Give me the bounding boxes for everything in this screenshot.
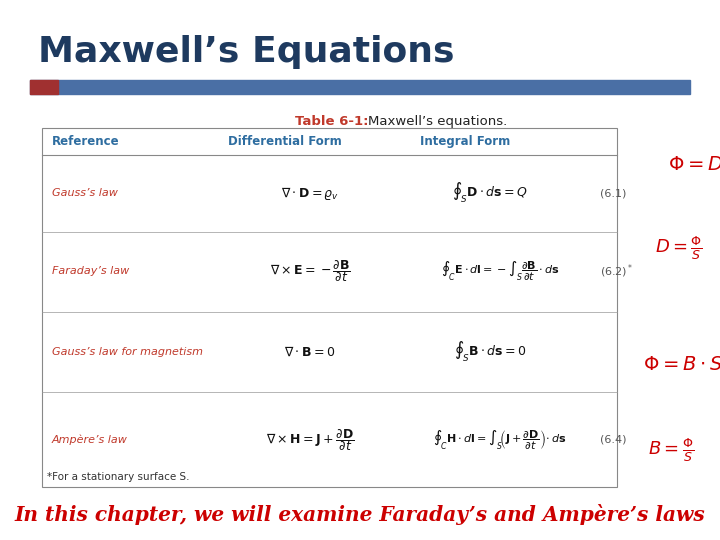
Text: Maxwell’s Equations: Maxwell’s Equations (38, 35, 454, 69)
Text: $\nabla \times \mathbf{H} = \mathbf{J} + \dfrac{\partial \mathbf{D}}{\partial t}: $\nabla \times \mathbf{H} = \mathbf{J} +… (266, 427, 354, 453)
Text: Ampère’s law: Ampère’s law (52, 435, 128, 446)
Text: $\oint_S \mathbf{D} \cdot d\mathbf{s} = Q$: $\oint_S \mathbf{D} \cdot d\mathbf{s} = … (452, 180, 528, 205)
Text: (6.1): (6.1) (600, 188, 626, 198)
Text: $\mathit{D = \frac{\Phi}{S}}$: $\mathit{D = \frac{\Phi}{S}}$ (655, 234, 703, 262)
Text: *For a stationary surface S.: *For a stationary surface S. (47, 472, 189, 482)
Text: $\mathit{B = \frac{\Phi}{S}}$: $\mathit{B = \frac{\Phi}{S}}$ (648, 436, 694, 464)
Text: Maxwell’s equations.: Maxwell’s equations. (368, 115, 508, 128)
Text: $\mathit{\Phi = D \cdot S}$: $\mathit{\Phi = D \cdot S}$ (668, 156, 720, 174)
Bar (42, 128, 617, 487)
Text: In this chapter, we will examine Faraday’s and Ampère’s laws: In this chapter, we will examine Faraday… (14, 504, 706, 525)
Text: $\nabla \cdot \mathbf{D} = \varrho_v$: $\nabla \cdot \mathbf{D} = \varrho_v$ (281, 185, 339, 201)
Text: $\oint_S \mathbf{B} \cdot d\mathbf{s} = 0$: $\oint_S \mathbf{B} \cdot d\mathbf{s} = … (454, 340, 526, 365)
Bar (30, 80, 690, 94)
Text: Faraday’s law: Faraday’s law (52, 266, 130, 276)
Text: $\oint_C \mathbf{H} \cdot d\mathbf{l} = \int_S \!\left(\mathbf{J} + \dfrac{\part: $\oint_C \mathbf{H} \cdot d\mathbf{l} = … (433, 428, 567, 452)
Text: (6.4): (6.4) (600, 435, 626, 445)
Text: Table 6-1:: Table 6-1: (295, 115, 369, 128)
Text: Differential Form: Differential Form (228, 135, 342, 148)
Text: Gauss’s law: Gauss’s law (52, 188, 118, 198)
Text: Reference: Reference (52, 135, 120, 148)
Text: $\nabla \cdot \mathbf{B} = 0$: $\nabla \cdot \mathbf{B} = 0$ (284, 345, 336, 359)
Bar (30, 80, 58, 94)
Text: $(6.2)^*$: $(6.2)^*$ (600, 262, 633, 280)
Text: $\mathit{\Phi = B \cdot S}$: $\mathit{\Phi = B \cdot S}$ (643, 355, 720, 375)
Text: Gauss’s law for magnetism: Gauss’s law for magnetism (52, 347, 203, 357)
Text: $\nabla \times \mathbf{E} = -\dfrac{\partial \mathbf{B}}{\partial t}$: $\nabla \times \mathbf{E} = -\dfrac{\par… (269, 258, 351, 284)
Text: Integral Form: Integral Form (420, 135, 510, 148)
Text: $\oint_C \mathbf{E} \cdot d\mathbf{l} = -\int_S \dfrac{\partial \mathbf{B}}{\par: $\oint_C \mathbf{E} \cdot d\mathbf{l} = … (441, 259, 559, 283)
